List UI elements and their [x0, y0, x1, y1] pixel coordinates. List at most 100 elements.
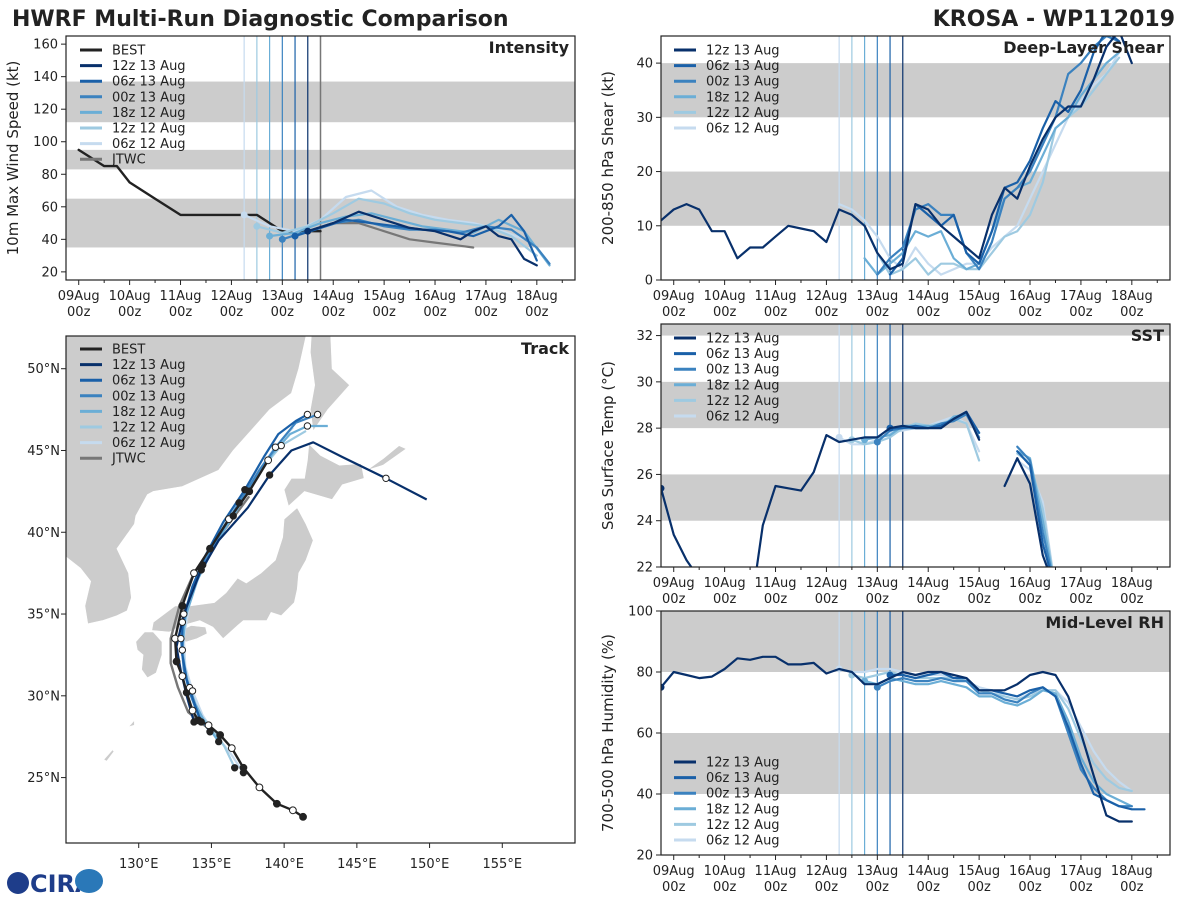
- rh-xtick-label-hour: 00z: [1120, 880, 1144, 895]
- rh-xtick-label-hour: 00z: [764, 880, 788, 895]
- shear-xtick-label-hour: 00z: [866, 305, 890, 320]
- rh-series-2: [863, 676, 1133, 808]
- run-track-point: [178, 646, 187, 654]
- intensity-xtick-label-hour: 00z: [67, 305, 91, 320]
- shear-xtick-label-hour: 00z: [815, 305, 839, 320]
- rh-legend-label: 06z 12 Aug: [706, 834, 780, 849]
- cira-globe-icon: [7, 872, 29, 894]
- track-lat-label: 50°N: [27, 362, 60, 377]
- rh-band-1: [661, 611, 1170, 672]
- shear-legend-label: 12z 12 Aug: [706, 106, 780, 121]
- sst-xtick-label-date: 18Aug: [1111, 576, 1153, 591]
- sst-series-start-3: [873, 438, 881, 446]
- sst-xtick-label-date: 16Aug: [1009, 576, 1051, 591]
- intensity-xtick-label-date: 11Aug: [160, 289, 202, 304]
- shear-series-3: [876, 36, 1121, 276]
- shear-xtick-label-date: 12Aug: [805, 289, 847, 304]
- shear-legend-label: 06z 13 Aug: [706, 59, 780, 74]
- rh-xtick-label-date: 12Aug: [805, 864, 847, 879]
- run-track-point: [382, 474, 390, 482]
- rh-xtick-label-date: 11Aug: [755, 864, 797, 879]
- track-lon-label: 135°E: [192, 857, 232, 872]
- intensity-legend-label: 00z 13 Aug: [112, 90, 186, 105]
- shear-band-0: [661, 171, 1170, 226]
- shear-legend-label: 12z 13 Aug: [706, 44, 780, 59]
- sst-series-start-0: [835, 433, 843, 441]
- run-track-point: [241, 486, 249, 494]
- sst-xtick-label-date: 12Aug: [805, 576, 847, 591]
- sst-ytick-label: 30: [636, 375, 653, 390]
- run-track-point: [215, 737, 223, 746]
- sst-xtick-label-date: 17Aug: [1060, 576, 1102, 591]
- best-track-point: [216, 731, 225, 739]
- panels: 2040608010012014016009Aug00z10Aug00z11Au…: [4, 35, 1171, 895]
- rh-title: Mid-Level RH: [1045, 613, 1164, 632]
- shear-series-5: [661, 36, 1133, 271]
- run-track-point: [229, 512, 237, 520]
- run-track-point: [178, 618, 187, 626]
- intensity-series-start-3: [278, 235, 286, 243]
- amami-island: [127, 719, 135, 728]
- intensity-ylabel: 10m Max Wind Speed (kt): [4, 61, 22, 256]
- intensity-xtick-label-hour: 00z: [322, 305, 346, 320]
- rh-panel: 2040608010009Aug00z10Aug00z11Aug00z12Aug…: [599, 605, 1171, 895]
- run-track-point: [197, 566, 205, 574]
- sst-series-group: [661, 410, 1054, 567]
- cira-swirl-icon: [75, 869, 103, 893]
- rh-series-group: [661, 655, 1146, 823]
- intensity-legend-label: BEST: [112, 44, 145, 59]
- intensity-ytick-label: 80: [41, 168, 58, 183]
- shear-xtick-label-hour: 00z: [967, 305, 991, 320]
- intensity-xtick-label-hour: 00z: [271, 305, 295, 320]
- best-track-point: [204, 721, 213, 730]
- sst-ylabel: Sea Surface Temp (°C): [599, 361, 617, 530]
- track-legend-label: 06z 13 Aug: [112, 374, 186, 389]
- sst-xtick-label-date: 09Aug: [653, 576, 695, 591]
- intensity-series-5: [306, 210, 538, 267]
- shear-xtick-label-date: 11Aug: [755, 289, 797, 304]
- kuril-islands: [366, 445, 407, 471]
- sst-legend-label: 06z 13 Aug: [706, 347, 780, 362]
- sst-series-5-seg-0: [661, 487, 693, 567]
- rh-xtick-label-date: 09Aug: [653, 864, 695, 879]
- rh-legend-label: 18z 12 Aug: [706, 802, 780, 817]
- sst-xtick-label-hour: 00z: [967, 592, 991, 607]
- run-track-point: [235, 499, 243, 507]
- best-track-point: [188, 706, 197, 715]
- sst-xtick-label-hour: 00z: [764, 592, 788, 607]
- intensity-legend-label: 06z 13 Aug: [112, 75, 186, 90]
- run-track-point: [271, 443, 280, 451]
- rh-series-start-5: [661, 683, 665, 691]
- track-title: Track: [521, 339, 569, 358]
- sst-series-1-seg-0: [850, 417, 981, 462]
- rh-legend-label: 06z 13 Aug: [706, 771, 780, 786]
- best-track-point: [264, 456, 273, 465]
- sst-legend-label: 06z 12 Aug: [706, 410, 780, 425]
- sst-xtick-label-hour: 00z: [713, 592, 737, 607]
- rh-xtick-label-hour: 00z: [713, 880, 737, 895]
- run-track-point: [190, 718, 198, 726]
- intensity-ytick-label: 40: [41, 233, 58, 248]
- intensity-xtick-label-hour: 00z: [525, 305, 549, 320]
- sst-xtick-label-hour: 00z: [866, 592, 890, 607]
- shear-xtick-label-date: 10Aug: [704, 289, 746, 304]
- rh-xtick-label-hour: 00z: [866, 880, 890, 895]
- rh-legend-label: 12z 12 Aug: [706, 818, 780, 833]
- track-legend-label: 06z 12 Aug: [112, 436, 186, 451]
- sst-series-5-seg-1: [755, 410, 981, 567]
- sst-ytick-label: 28: [636, 422, 653, 437]
- intensity-series-start-4: [291, 232, 299, 240]
- best-track-point: [288, 806, 297, 815]
- sst-panel: 22242628303209Aug00z10Aug00z11Aug00z12Au…: [599, 323, 1171, 607]
- track-lat-label: 40°N: [27, 526, 60, 541]
- rh-xtick-label-hour: 00z: [917, 880, 941, 895]
- best-track-point: [227, 744, 236, 753]
- rh-ytick-label: 80: [636, 666, 653, 681]
- intensity-xtick-label-date: 12Aug: [210, 289, 252, 304]
- run-track-point: [180, 610, 188, 618]
- shear-xtick-label-hour: 00z: [764, 305, 788, 320]
- sst-legend-label: 12z 12 Aug: [706, 394, 780, 409]
- rh-xtick-label-date: 15Aug: [958, 864, 1000, 879]
